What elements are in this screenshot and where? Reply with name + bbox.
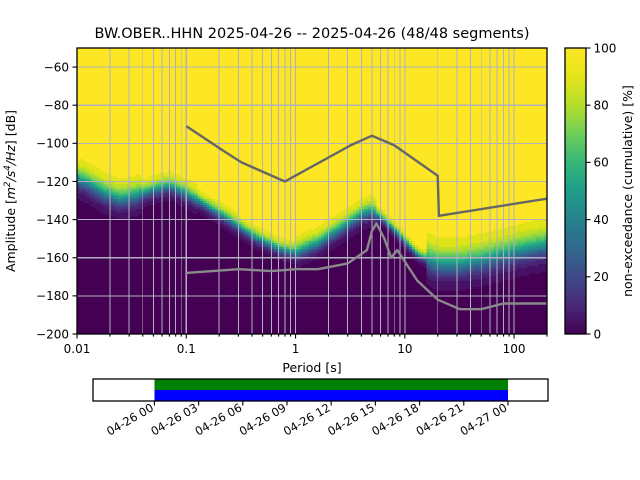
y-tick-label: −80	[44, 99, 69, 113]
data-coverage-bar	[154, 379, 508, 390]
y-tick-label: −180	[36, 289, 69, 303]
colorbar-tick-label: 100	[594, 41, 617, 55]
y-axis-ticks: −60 −80 −100 −120 −140 −160 −180 −200	[36, 60, 77, 341]
x-tick-label: 0.1	[177, 342, 196, 356]
colorbar-gradient	[565, 48, 586, 334]
y-tick-label: −100	[36, 137, 69, 151]
y-axis-label: Amplitude [m2/s4/Hz] [dB]	[3, 110, 18, 272]
colorbar-label: non-exceedance (cumulative) [%]	[620, 85, 635, 297]
y-tick-label: −120	[36, 175, 69, 189]
colorbar-frame	[564, 47, 587, 335]
psd-segments-bar	[154, 390, 508, 401]
colorbar-tick-label: 0	[594, 327, 602, 341]
low-noise-model-line	[186, 222, 547, 311]
page-title: BW.OBER..HHN 2025-04-26 -- 2025-04-26 (4…	[95, 26, 530, 42]
high-noise-model-line	[185, 125, 547, 217]
x-axis-label: Period [s]	[282, 360, 341, 375]
x-tick-label: 1	[292, 342, 300, 356]
timeline-bars	[154, 379, 508, 401]
y-tick-label: −140	[36, 213, 69, 227]
y-axis-label-group: Amplitude [m2/s4/Hz] [dB]	[3, 110, 18, 272]
timeline-frame	[92, 378, 549, 402]
y-tick-label: −200	[36, 327, 69, 341]
colorbar-tick-label: 60	[594, 156, 609, 170]
x-tick-label: 100	[503, 342, 526, 356]
ppsd-density-field	[77, 48, 547, 334]
colorbar-ticks: 0 20 40 60 80 100	[586, 41, 616, 341]
x-axis-ticks: 0.01 0.1 1 10 100	[64, 334, 548, 356]
x-tick-label: 0.01	[64, 342, 91, 356]
ppsd-axes-frame	[76, 47, 548, 335]
grid-lines	[77, 48, 547, 334]
colorbar-axes: 0 20 40 60 80 100 non-exceedance (cumulative)…	[564, 41, 635, 341]
colorbar-label-group: non-exceedance (cumulative) [%]	[620, 85, 635, 297]
y-tick-label: −160	[36, 251, 69, 265]
colorbar-tick-label: 20	[594, 270, 609, 284]
ppsd-axes: 0.01 0.1 1 10 100 −60 −80 −100 −120 −140 −160 −180…	[3, 47, 548, 375]
colorbar-tick-label: 80	[594, 99, 609, 113]
y-tick-label: −60	[44, 60, 69, 74]
colorbar-tick-label: 40	[594, 213, 609, 227]
timeline-ticks	[153, 401, 509, 406]
x-tick-label: 10	[397, 342, 412, 356]
